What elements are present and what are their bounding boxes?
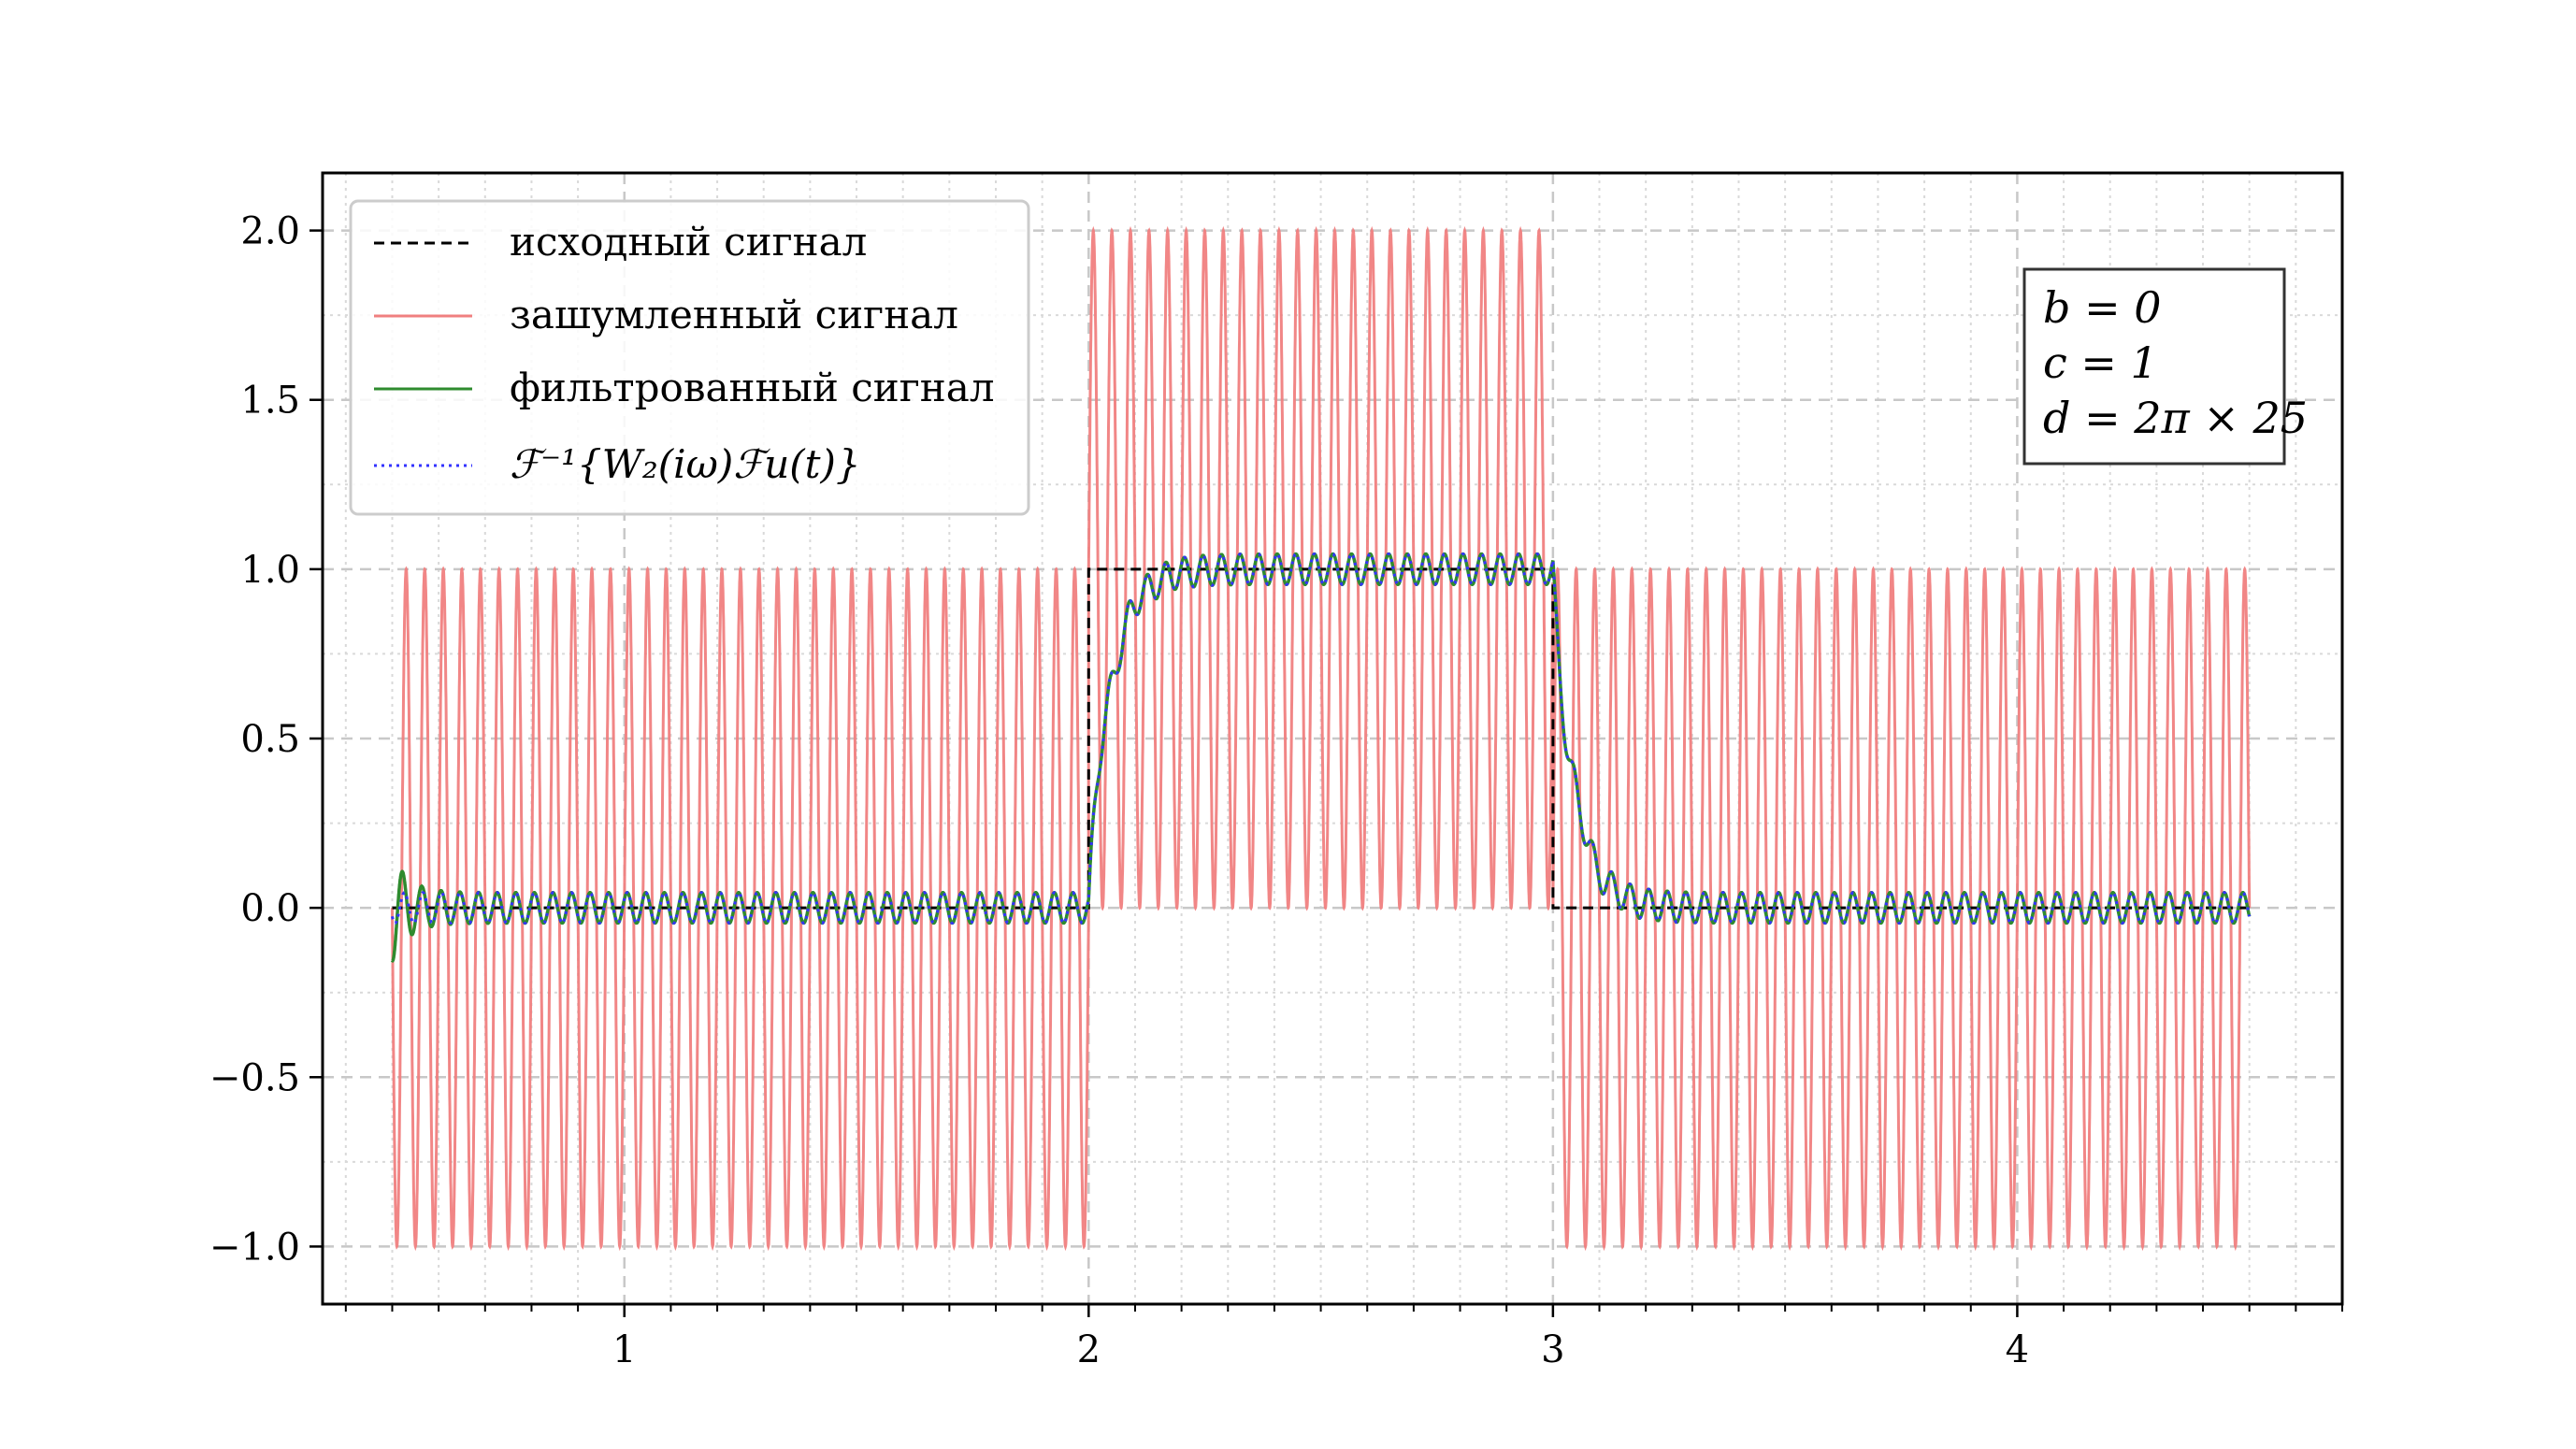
legend-label-filtered: фильтрованный сигнал [510, 365, 995, 410]
y-tick-label: 2.0 [240, 210, 300, 253]
series-layer [390, 225, 2252, 1252]
y-tick-label: −1.0 [209, 1226, 300, 1269]
series-original-signal [392, 567, 2250, 910]
x-tick-label: 4 [2006, 1328, 2029, 1371]
y-tick-label: 1.0 [240, 549, 300, 592]
axis-ticks [309, 229, 2343, 1317]
y-tick-label: 0.0 [240, 887, 300, 930]
y-tick-label: −0.5 [209, 1056, 300, 1099]
x-tick-label: 2 [1077, 1328, 1101, 1371]
annotation-line-d: d = 2π × 25 [2043, 393, 2308, 443]
legend-frame [349, 199, 1030, 516]
legend-label-transform: ℱ⁻¹{W₂(iω)ℱu(t)} [510, 441, 861, 487]
x-tick-label: 3 [1541, 1328, 1564, 1371]
y-tick-label: 0.5 [240, 718, 300, 761]
axis-tick-labels: 1 2 3 4 −1.0 −0.5 0.0 0.5 1.0 1.5 2.0 [209, 210, 2029, 1371]
legend: исходный сигнал зашумленный сигнал фильт… [349, 199, 1030, 516]
annotation-line-b: b = 0 [2043, 282, 2162, 333]
x-tick-label: 1 [612, 1328, 636, 1371]
y-tick-label: 1.5 [240, 380, 300, 423]
parameter-annotation: b = 0 c = 1 d = 2π × 25 [2022, 267, 2308, 466]
legend-label-noisy: зашумленный сигнал [510, 292, 958, 337]
annotation-line-c: c = 1 [2043, 337, 2158, 388]
series-inverse-transform [391, 552, 2252, 925]
annotation-frame [2022, 267, 2286, 466]
legend-label-original: исходный сигнал [510, 219, 867, 265]
